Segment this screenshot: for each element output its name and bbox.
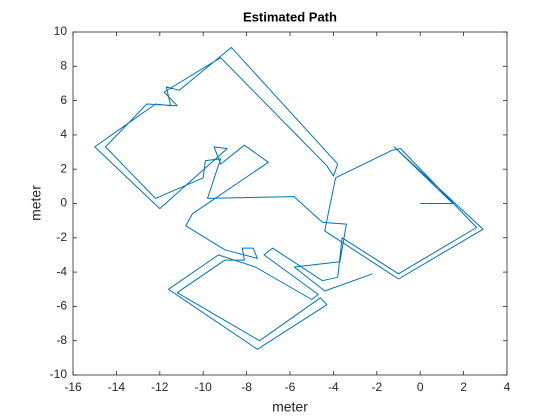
y-tick-label: 4 <box>60 127 67 141</box>
y-tick-label: -2 <box>56 230 67 244</box>
y-tick-label: 8 <box>60 58 67 72</box>
y-tick-label: 0 <box>60 196 67 210</box>
y-tick-label: 2 <box>60 161 67 175</box>
y-tick-label: -8 <box>56 333 67 347</box>
y-tick-label: -6 <box>56 299 67 313</box>
x-tick-label: -4 <box>328 380 339 394</box>
x-tick-label: 4 <box>504 380 511 394</box>
x-tick-label: -12 <box>151 380 169 394</box>
path-line <box>94 46 484 350</box>
x-tick-label: -14 <box>108 380 126 394</box>
x-tick-label: -16 <box>64 380 82 394</box>
y-tick-label: -10 <box>50 367 68 381</box>
x-tick-label: -10 <box>195 380 213 394</box>
x-tick-label: -6 <box>285 380 296 394</box>
x-tick-label: -8 <box>241 380 252 394</box>
x-tick-label: -2 <box>371 380 382 394</box>
x-axis-label: meter <box>272 399 308 415</box>
y-tick-label: -4 <box>56 264 67 278</box>
x-tick-label: 0 <box>417 380 424 394</box>
chart-title: Estimated Path <box>243 9 337 24</box>
y-tick-label: 6 <box>60 93 67 107</box>
x-tick-label: 2 <box>460 380 467 394</box>
y-axis-label: meter <box>28 185 44 221</box>
y-tick-label: 10 <box>54 24 68 38</box>
